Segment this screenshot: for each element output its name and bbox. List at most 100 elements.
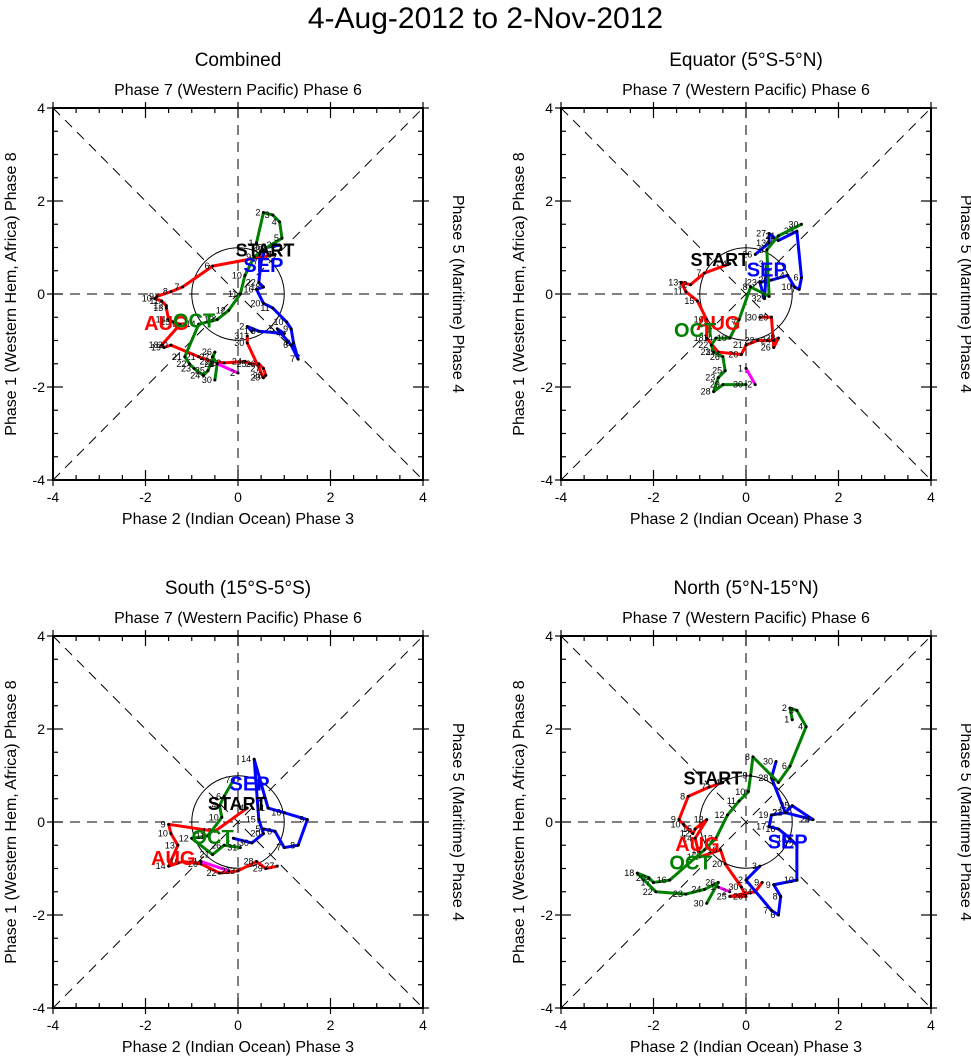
- day-marker: [261, 376, 265, 380]
- day-label: 28: [765, 333, 775, 343]
- day-label: 10: [784, 875, 794, 885]
- day-marker: [677, 818, 681, 822]
- day-label: 22: [745, 336, 755, 346]
- day-label: 32: [751, 294, 761, 304]
- day-label: 26: [211, 840, 221, 850]
- day-label: 6: [793, 273, 798, 283]
- day-label: 28: [253, 243, 263, 253]
- day-label: 9: [299, 815, 304, 825]
- trajectory-sep: [233, 757, 309, 850]
- day-label: 11: [260, 303, 269, 313]
- day-label: 2: [221, 866, 226, 876]
- day-label: 14: [777, 833, 787, 843]
- x-tick-label: 0: [234, 1017, 242, 1033]
- day-marker: [164, 306, 168, 310]
- day-marker: [197, 322, 201, 326]
- right-axis-label: Phase 5 (Maritime) Phase 4: [449, 195, 466, 393]
- x-tick-label: 2: [835, 489, 843, 505]
- unit-circle: [699, 247, 793, 341]
- day-label: 30: [202, 375, 212, 385]
- day-label: 4: [267, 249, 272, 259]
- day-label: 7: [763, 905, 768, 915]
- trajectory-nov: [216, 362, 239, 375]
- day-marker: [702, 271, 706, 275]
- day-marker: [753, 252, 757, 256]
- day-marker: [776, 780, 780, 784]
- day-marker: [744, 366, 748, 370]
- day-label: 24: [742, 887, 752, 897]
- day-marker: [751, 755, 755, 759]
- day-label: 8: [745, 752, 750, 762]
- day-marker: [164, 304, 168, 308]
- right-axis-label: Phase 5 (Maritime) Phase 4: [957, 723, 971, 921]
- month-label-oct: OCT: [674, 320, 716, 342]
- day-label: 10: [782, 282, 792, 292]
- day-marker: [199, 860, 203, 864]
- day-marker: [772, 883, 776, 887]
- day-marker: [702, 887, 706, 891]
- y-tick-label: -2: [541, 379, 554, 395]
- day-marker: [192, 366, 196, 370]
- x-tick-label: -2: [139, 1017, 152, 1033]
- day-label: 13: [204, 315, 214, 325]
- day-marker: [668, 878, 672, 882]
- day-label: 7: [791, 284, 796, 294]
- day-marker: [243, 359, 247, 363]
- day-label: 23: [747, 277, 757, 287]
- day-label: 16: [694, 315, 704, 325]
- day-label: 18: [250, 282, 260, 292]
- day-marker: [252, 757, 256, 761]
- dashed-diagonal: [52, 635, 424, 1009]
- bottom-axis-label: Phase 2 (Indian Ocean) Phase 3: [630, 1039, 862, 1056]
- day-marker: [686, 794, 690, 798]
- plot-title: Equator (5°S-5°N): [669, 50, 823, 71]
- day-label: 25: [717, 891, 727, 901]
- day-label: 16: [271, 808, 281, 818]
- day-label: 24: [800, 815, 810, 825]
- day-label: 22: [200, 356, 210, 366]
- day-marker: [776, 827, 780, 831]
- day-marker: [178, 322, 182, 326]
- y-tick-label: 2: [37, 721, 45, 737]
- month-label-aug: AUG: [696, 313, 740, 335]
- day-label: 12: [202, 826, 212, 836]
- day-label: 12: [714, 810, 724, 820]
- right-axis-label: Phase 5 (Maritime) Phase 4: [449, 723, 466, 921]
- day-label: 9: [246, 252, 251, 262]
- day-marker: [181, 860, 184, 864]
- month-label-oct: OCT: [173, 311, 215, 333]
- day-marker: [227, 869, 231, 873]
- day-marker: [206, 369, 210, 373]
- day-marker: [714, 836, 718, 840]
- day-marker: [760, 880, 764, 884]
- x-tick-label: 0: [234, 489, 242, 505]
- day-marker: [264, 373, 268, 377]
- day-marker: [227, 308, 231, 312]
- day-marker: [289, 327, 293, 331]
- day-marker: [712, 350, 716, 354]
- day-label: 16: [765, 824, 775, 834]
- day-marker: [712, 390, 716, 394]
- month-label-sep: SEP: [243, 255, 283, 277]
- day-label: 30: [694, 898, 704, 908]
- day-marker: [769, 908, 773, 912]
- x-tick-label: 4: [927, 1017, 935, 1033]
- day-marker: [776, 239, 780, 243]
- day-label: 6: [267, 826, 272, 836]
- day-label: 9: [743, 771, 748, 781]
- day-marker: [167, 318, 171, 322]
- day-label: 7: [225, 775, 230, 785]
- day-label: 22: [206, 868, 216, 878]
- day-label: 30: [728, 882, 738, 892]
- day-label: 23: [673, 889, 683, 899]
- day-marker: [155, 294, 159, 298]
- day-label: 21: [172, 352, 182, 362]
- day-marker: [790, 718, 794, 722]
- day-marker: [811, 818, 815, 822]
- day-marker: [238, 846, 242, 850]
- y-tick-label: 0: [37, 286, 45, 302]
- day-label: 13: [153, 303, 163, 313]
- day-label: 26: [742, 249, 752, 259]
- day-label: 20: [758, 275, 768, 285]
